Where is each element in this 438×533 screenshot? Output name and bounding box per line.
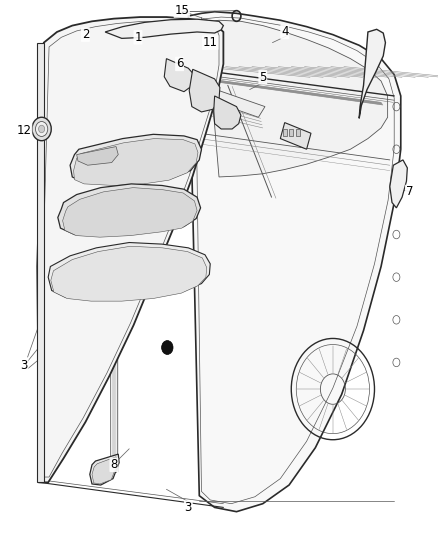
Polygon shape [63, 188, 197, 237]
Polygon shape [359, 29, 385, 118]
Polygon shape [113, 31, 115, 469]
Polygon shape [70, 134, 201, 184]
Text: 8: 8 [110, 458, 117, 471]
Text: 6: 6 [176, 58, 184, 70]
Polygon shape [74, 139, 198, 185]
Polygon shape [164, 59, 195, 92]
Polygon shape [48, 243, 210, 300]
Polygon shape [37, 43, 44, 482]
Polygon shape [105, 19, 223, 38]
Polygon shape [206, 20, 388, 177]
Text: 1: 1 [134, 31, 142, 44]
Polygon shape [188, 12, 401, 512]
Text: 15: 15 [174, 4, 189, 17]
Circle shape [39, 125, 45, 133]
Polygon shape [37, 17, 223, 482]
Polygon shape [58, 184, 201, 236]
Polygon shape [90, 454, 119, 485]
Text: 11: 11 [203, 36, 218, 49]
Polygon shape [390, 160, 407, 208]
Text: 3: 3 [185, 501, 192, 514]
Polygon shape [296, 129, 300, 136]
Circle shape [35, 122, 48, 136]
Polygon shape [280, 123, 311, 149]
Circle shape [162, 341, 173, 354]
Polygon shape [110, 29, 117, 470]
Text: 5: 5 [259, 71, 266, 84]
Text: 12: 12 [17, 124, 32, 137]
Polygon shape [283, 129, 287, 136]
Polygon shape [197, 85, 265, 117]
Circle shape [32, 117, 51, 141]
Polygon shape [77, 147, 118, 165]
Text: 3: 3 [21, 359, 28, 372]
Text: 2: 2 [81, 28, 89, 41]
Text: 7: 7 [406, 185, 413, 198]
Polygon shape [289, 129, 293, 136]
Polygon shape [214, 96, 241, 129]
Polygon shape [51, 246, 207, 301]
Text: 4: 4 [281, 26, 289, 38]
Polygon shape [92, 457, 117, 484]
Polygon shape [189, 69, 220, 112]
